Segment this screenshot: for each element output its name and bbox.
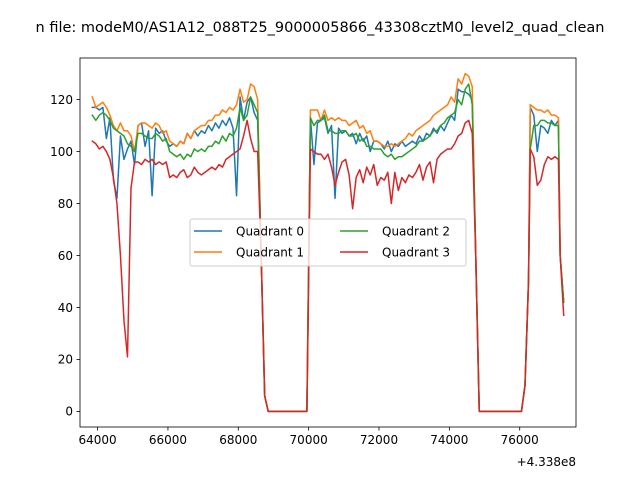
axes-frame (79, 57, 577, 428)
x-tick-label: 70000 (290, 433, 328, 447)
y-tick-label: 0 (65, 405, 73, 419)
series-layer (91, 72, 565, 413)
x-tick-label: 66000 (149, 433, 187, 447)
chart-title: n file: modeM0/AS1A12_088T25_9000005866_… (36, 20, 605, 36)
series-line-quadrant-3 (91, 119, 565, 413)
y-tick-label: 100 (50, 145, 73, 159)
x-tick-label: 72000 (360, 433, 398, 447)
x-axis: 64000 66000 68000 70000 72000 74000 76000 (78, 427, 539, 447)
legend: Quadrant 0 Quadrant 1 Quadrant 2 Quadrant 3 (189, 218, 467, 267)
legend-label: Quadrant 0 (236, 225, 304, 239)
y-tick-label: 40 (58, 301, 73, 315)
legend-label: Quadrant 3 (382, 246, 450, 260)
y-tick-label: 80 (58, 197, 73, 211)
legend-label: Quadrant 2 (382, 225, 450, 239)
x-tick-label: 68000 (219, 433, 257, 447)
y-tick-label: 60 (58, 249, 73, 263)
y-tick-label: 20 (58, 353, 73, 367)
legend-box (189, 218, 467, 267)
series-line-quadrant-1 (91, 72, 565, 413)
x-tick-label: 64000 (78, 433, 116, 447)
x-tick-label: 74000 (430, 433, 468, 447)
x-tick-label: 76000 (501, 433, 539, 447)
x-axis-offset-label: +4.338e8 (517, 455, 576, 469)
legend-label: Quadrant 1 (236, 246, 304, 260)
y-tick-label: 120 (50, 93, 73, 107)
y-axis: 0 20 40 60 80 100 120 (50, 93, 80, 419)
plot-area: 64000 66000 68000 70000 72000 74000 76000 0 20 4… (50, 57, 577, 469)
series-line-quadrant-2 (91, 83, 565, 413)
